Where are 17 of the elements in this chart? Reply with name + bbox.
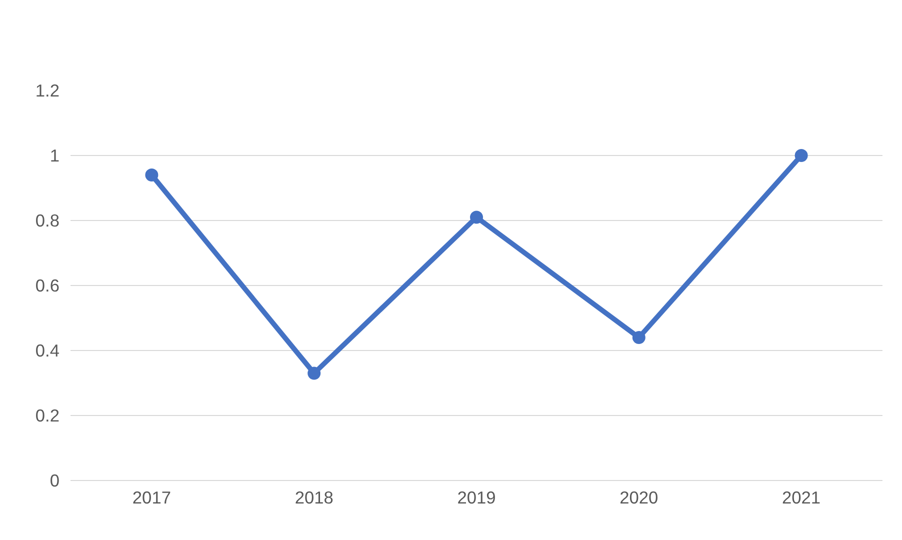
y-tick-label: 0.4 [35, 340, 60, 360]
y-tick-label: 0.6 [35, 276, 60, 296]
y-tick-label: 0 [50, 470, 60, 490]
point [794, 149, 808, 162]
point [308, 366, 321, 380]
y-tick-label: 1.2 [35, 80, 60, 100]
y-tick-label: 0.2 [35, 406, 60, 426]
point [632, 331, 646, 344]
y-tick-label: 0.8 [35, 210, 60, 230]
x-tick-label: 2017 [132, 488, 171, 508]
x-tick-label: 2020 [620, 488, 658, 508]
y-tick-label: 1 [50, 146, 60, 166]
point [145, 168, 158, 182]
x-tick-label: 2018 [294, 488, 334, 508]
x-tick-label: 2019 [457, 488, 496, 508]
x-tick-label: 2021 [782, 488, 821, 508]
point [470, 210, 483, 224]
